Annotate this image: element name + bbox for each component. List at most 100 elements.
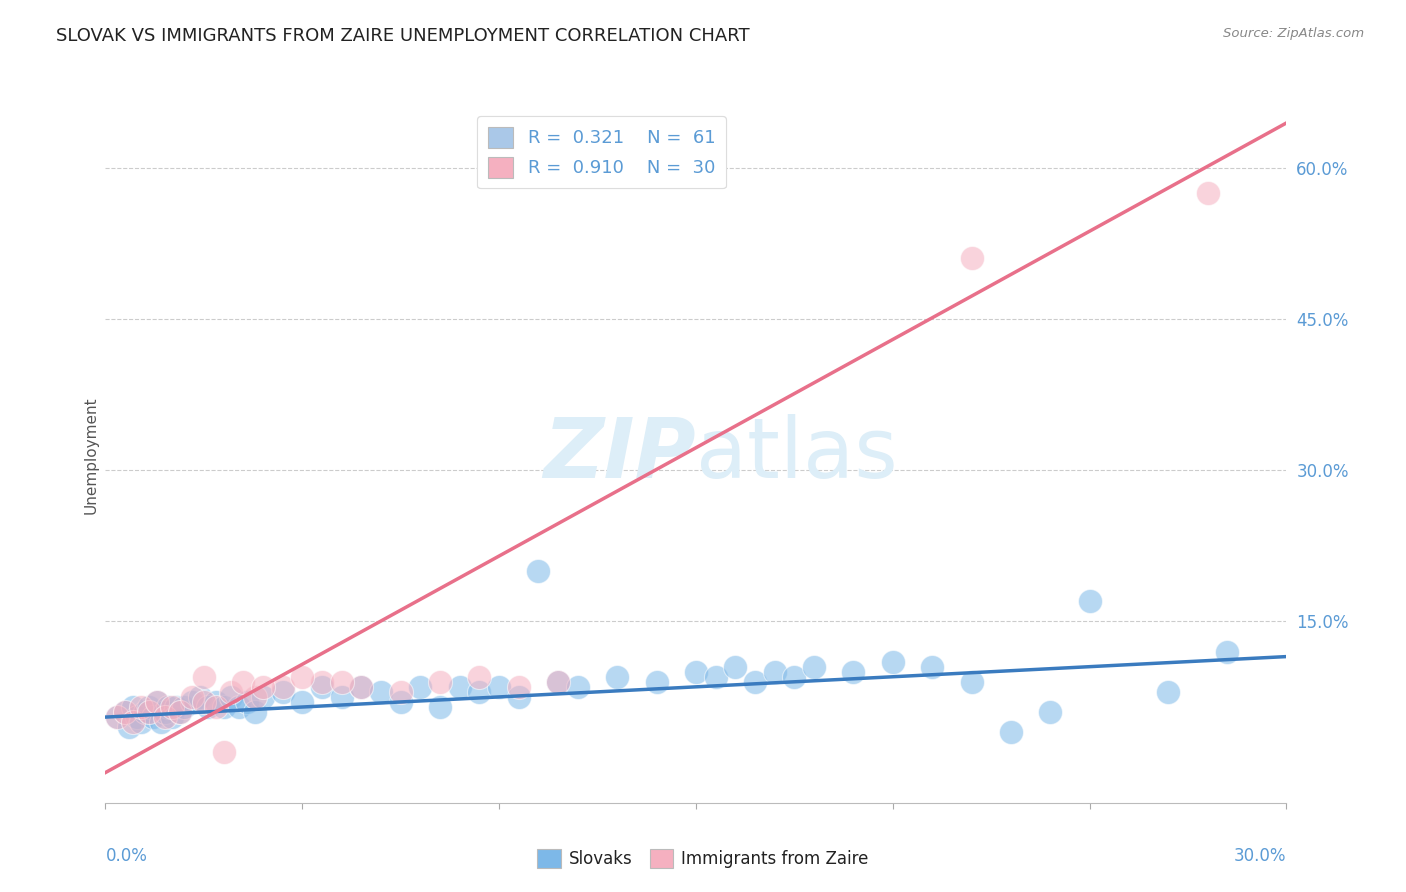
Point [165, 700, 187, 714]
Point [488, 680, 510, 694]
Point [1216, 644, 1239, 658]
Point [193, 695, 215, 709]
Point [243, 690, 266, 704]
Point [547, 674, 569, 689]
Point [221, 685, 243, 699]
Point [409, 680, 432, 694]
Point [567, 680, 589, 694]
Point [350, 680, 373, 694]
Point [330, 690, 353, 704]
Point [114, 705, 136, 719]
Point [803, 659, 825, 673]
Point [1000, 725, 1022, 739]
Text: ZIP: ZIP [543, 415, 696, 495]
Point [311, 674, 333, 689]
Point [162, 700, 184, 714]
Point [704, 670, 727, 684]
Point [842, 665, 865, 679]
Point [193, 670, 215, 684]
Point [134, 705, 156, 719]
Point [744, 674, 766, 689]
Point [173, 700, 195, 714]
Point [188, 690, 211, 704]
Point [122, 715, 145, 730]
Point [724, 659, 747, 673]
Point [221, 690, 243, 704]
Point [236, 695, 259, 709]
Point [960, 674, 983, 689]
Point [330, 674, 353, 689]
Point [153, 705, 176, 719]
Legend: Slovaks, Immigrants from Zaire: Slovaks, Immigrants from Zaire [531, 842, 875, 875]
Point [763, 665, 786, 679]
Point [118, 720, 141, 734]
Point [129, 715, 152, 730]
Point [508, 680, 530, 694]
Point [181, 690, 204, 704]
Point [783, 670, 806, 684]
Point [468, 670, 491, 684]
Point [243, 705, 266, 719]
Point [291, 670, 314, 684]
Point [169, 705, 191, 719]
Point [685, 665, 707, 679]
Point [204, 695, 226, 709]
Point [271, 685, 294, 699]
Point [197, 700, 219, 714]
Text: atlas: atlas [696, 415, 897, 495]
Point [645, 674, 668, 689]
Point [105, 710, 128, 724]
Point [429, 700, 451, 714]
Point [149, 715, 172, 730]
Point [547, 674, 569, 689]
Y-axis label: Unemployment: Unemployment [83, 396, 98, 514]
Point [162, 710, 184, 724]
Point [527, 564, 550, 578]
Point [921, 659, 943, 673]
Point [1157, 685, 1180, 699]
Point [228, 700, 250, 714]
Point [468, 685, 491, 699]
Point [129, 700, 152, 714]
Point [138, 700, 160, 714]
Point [169, 705, 191, 719]
Point [1039, 705, 1062, 719]
Point [157, 700, 180, 714]
Point [252, 690, 274, 704]
Point [138, 705, 160, 719]
Point [122, 700, 145, 714]
Point [204, 700, 226, 714]
Point [311, 680, 333, 694]
Point [232, 674, 254, 689]
Text: 0.0%: 0.0% [105, 847, 148, 865]
Point [389, 685, 412, 699]
Point [1197, 186, 1219, 200]
Point [153, 710, 176, 724]
Point [125, 710, 148, 724]
Point [606, 670, 628, 684]
Text: 30.0%: 30.0% [1234, 847, 1286, 865]
Point [882, 655, 904, 669]
Point [271, 680, 294, 694]
Point [389, 695, 412, 709]
Point [212, 745, 235, 759]
Point [1078, 594, 1101, 608]
Point [370, 685, 392, 699]
Point [350, 680, 373, 694]
Point [181, 695, 204, 709]
Point [114, 705, 136, 719]
Point [508, 690, 530, 704]
Point [449, 680, 471, 694]
Text: SLOVAK VS IMMIGRANTS FROM ZAIRE UNEMPLOYMENT CORRELATION CHART: SLOVAK VS IMMIGRANTS FROM ZAIRE UNEMPLOY… [56, 27, 749, 45]
Point [212, 700, 235, 714]
Point [145, 695, 167, 709]
Point [960, 252, 983, 266]
Text: Source: ZipAtlas.com: Source: ZipAtlas.com [1223, 27, 1364, 40]
Point [142, 710, 165, 724]
Point [145, 695, 167, 709]
Point [105, 710, 128, 724]
Legend: R =  0.321    N =  61, R =  0.910    N =  30: R = 0.321 N = 61, R = 0.910 N = 30 [477, 116, 725, 188]
Point [429, 674, 451, 689]
Point [252, 680, 274, 694]
Point [291, 695, 314, 709]
